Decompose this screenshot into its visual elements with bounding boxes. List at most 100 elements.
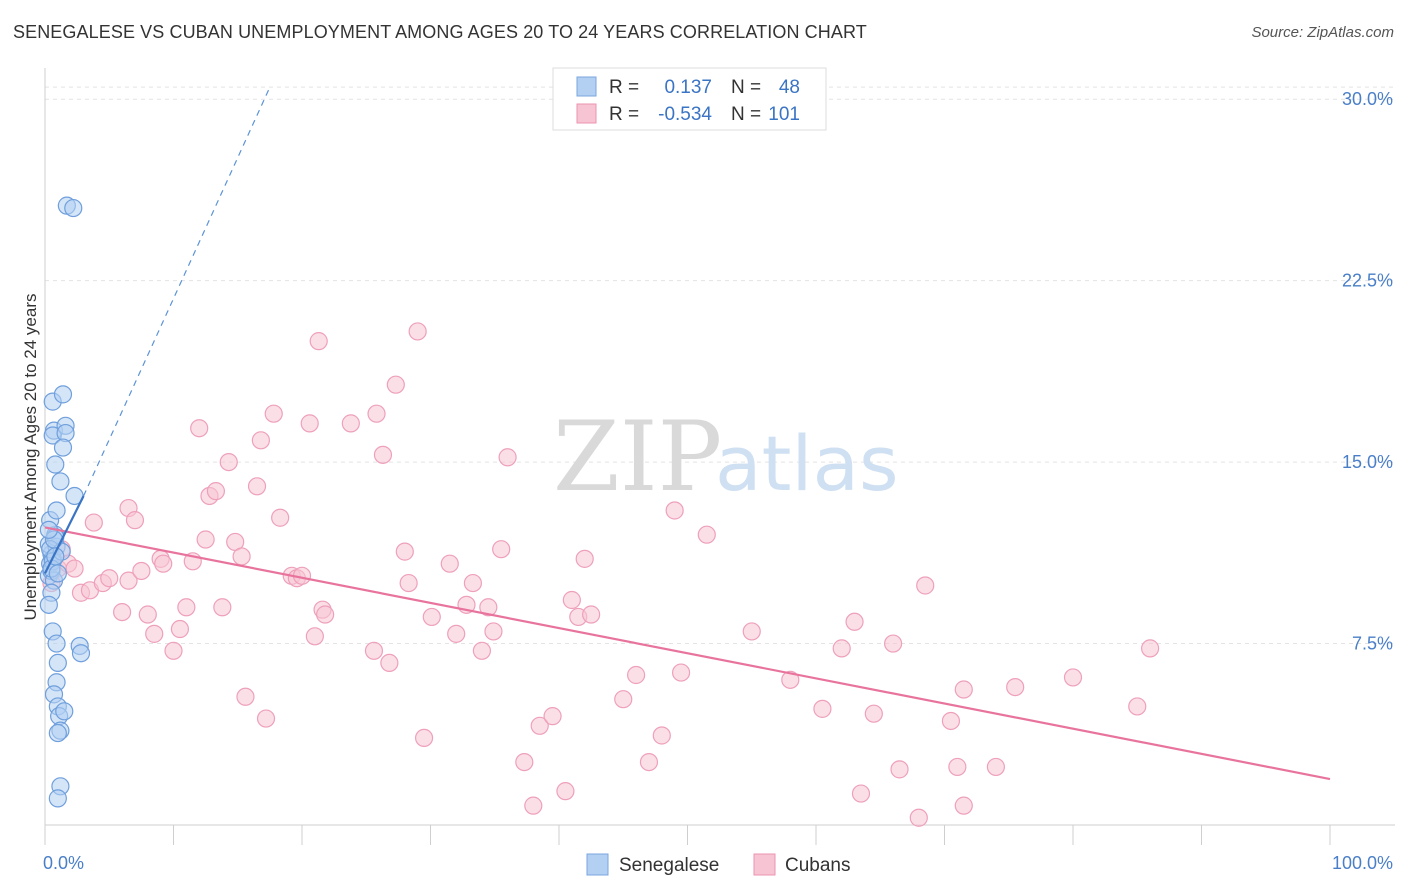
- point-cubans: [177, 598, 196, 617]
- trend-line-senegalese: [44, 495, 85, 574]
- point-cubans: [373, 445, 393, 464]
- point-cubans: [154, 554, 173, 573]
- y-tick-label: 15.0%: [1342, 452, 1393, 472]
- watermark-zip: ZIP: [553, 401, 722, 513]
- point-cubans: [170, 619, 190, 639]
- point-cubans: [948, 757, 967, 777]
- correlation-legend: R = 0.137 N = 48 R = -0.534 N = 101: [552, 67, 827, 131]
- point-senegalese: [47, 501, 66, 520]
- tick-labels: 7.5% 15.0% 22.5% 30.0% 0.0% 100.0%: [43, 89, 1393, 873]
- point-cubans: [264, 404, 283, 423]
- legend-swatch-cubans: [576, 103, 597, 124]
- point-cubans: [300, 414, 319, 433]
- point-senegalese: [71, 644, 91, 663]
- point-cubans: [954, 796, 973, 815]
- point-senegalese: [55, 702, 74, 721]
- point-cubans: [309, 332, 328, 351]
- legend-n-senegalese: 48: [779, 77, 800, 98]
- point-cubans: [1128, 697, 1147, 716]
- bottom-legend-swatch-senegalese: [586, 853, 609, 876]
- point-cubans: [883, 634, 903, 653]
- point-cubans: [986, 757, 1006, 777]
- point-cubans: [112, 602, 132, 622]
- point-cubans: [190, 419, 209, 438]
- point-cubans: [341, 414, 360, 433]
- trend-line-senegalese-extrapolated: [83, 86, 271, 497]
- point-cubans: [213, 598, 232, 617]
- point-cubans: [954, 680, 973, 699]
- point-cubans: [864, 704, 883, 723]
- point-cubans: [408, 322, 427, 341]
- point-cubans: [479, 598, 498, 617]
- point-senegalese: [51, 472, 70, 491]
- y-tick-label: 22.5%: [1342, 271, 1393, 291]
- point-cubans: [84, 513, 103, 532]
- bottom-legend-cubans: Cubans: [785, 855, 851, 876]
- point-cubans: [367, 404, 386, 423]
- legend-r-label: R =: [609, 104, 639, 125]
- point-cubans: [665, 501, 684, 520]
- axes: [44, 68, 1395, 845]
- point-cubans: [916, 576, 935, 595]
- point-cubans: [1006, 677, 1025, 697]
- legend-r-senegalese: 0.137: [664, 77, 712, 98]
- trend-line-cubans: [44, 526, 1331, 781]
- point-cubans: [639, 752, 659, 772]
- source-credit: Source: ZipAtlas.com: [1251, 24, 1394, 41]
- point-cubans: [614, 690, 633, 709]
- point-senegalese: [39, 595, 58, 614]
- point-cubans: [582, 605, 601, 624]
- point-cubans: [524, 796, 543, 815]
- point-cubans: [164, 641, 183, 660]
- bottom-legend-senegalese: Senegalese: [619, 855, 719, 876]
- point-cubans: [236, 687, 255, 706]
- point-cubans: [1063, 668, 1083, 687]
- point-cubans: [256, 709, 276, 728]
- point-cubans: [562, 590, 581, 610]
- point-cubans: [440, 554, 459, 573]
- point-cubans: [219, 452, 238, 472]
- point-cubans: [206, 482, 226, 501]
- point-cubans: [813, 699, 832, 718]
- x-tick-label: 100.0%: [1332, 853, 1393, 873]
- point-cubans: [251, 431, 270, 450]
- point-cubans: [851, 784, 871, 803]
- point-cubans: [472, 641, 491, 660]
- point-cubans: [781, 670, 800, 689]
- point-senegalese: [48, 653, 67, 673]
- y-tick-label: 30.0%: [1342, 89, 1393, 109]
- point-cubans: [890, 760, 909, 779]
- point-cubans: [386, 375, 405, 394]
- point-cubans: [492, 540, 511, 559]
- legend-swatch-senegalese: [576, 76, 597, 97]
- point-cubans: [909, 808, 928, 827]
- point-cubans: [530, 716, 549, 735]
- x-tick-label: 0.0%: [43, 853, 84, 873]
- point-cubans: [380, 653, 399, 673]
- legend-n-cubans: 101: [768, 104, 800, 125]
- bottom-legend-swatch-cubans: [753, 853, 776, 876]
- point-cubans: [395, 542, 414, 561]
- point-cubans: [1140, 639, 1160, 658]
- point-cubans: [145, 624, 164, 643]
- chart-title: SENEGALESE VS CUBAN UNEMPLOYMENT AMONG A…: [13, 22, 867, 42]
- watermark-atlas: atlas: [715, 419, 899, 508]
- point-cubans: [65, 559, 84, 578]
- point-cubans: [132, 561, 151, 581]
- point-cubans: [414, 728, 434, 748]
- point-cubans: [100, 569, 119, 588]
- watermark: ZIP atlas: [553, 401, 899, 513]
- point-cubans: [543, 707, 562, 726]
- point-senegalese: [64, 198, 83, 218]
- data-points: [39, 196, 1160, 827]
- point-senegalese: [46, 455, 65, 474]
- point-cubans: [742, 622, 761, 641]
- point-cubans: [626, 665, 646, 685]
- bottom-legend: Senegalese Cubans: [586, 853, 851, 876]
- point-cubans: [316, 605, 335, 624]
- point-cubans: [484, 622, 503, 641]
- legend-r-cubans: -0.534: [658, 104, 712, 125]
- point-senegalese: [47, 634, 66, 653]
- point-cubans: [941, 711, 961, 731]
